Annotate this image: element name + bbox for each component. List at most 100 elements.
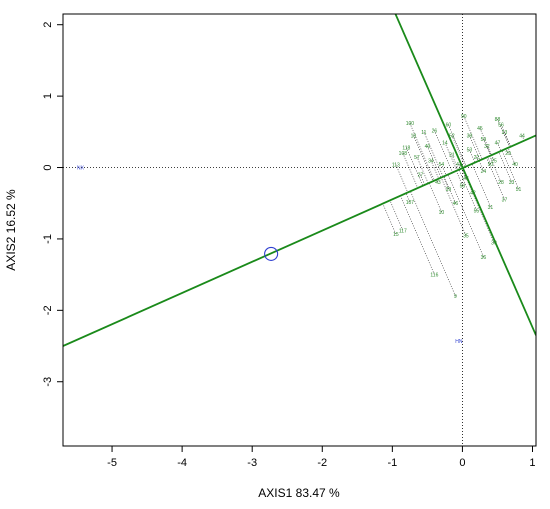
point-label: 21 bbox=[449, 153, 455, 159]
projection-lines bbox=[382, 115, 525, 297]
point-label: 25 bbox=[491, 158, 497, 164]
point-label: 46 bbox=[453, 201, 459, 207]
x-axis-ticks: -5 -4 -3 -2 -1 0 1 bbox=[107, 446, 536, 469]
point-label: 51 bbox=[516, 187, 522, 193]
projection-line bbox=[486, 145, 492, 156]
y-axis-ticks: 2 1 0 -1 -2 -3 bbox=[42, 22, 63, 387]
projection-line bbox=[447, 174, 484, 257]
point-label: 116 bbox=[430, 273, 438, 279]
axis-line-b bbox=[394, 14, 536, 336]
projection-line bbox=[430, 160, 440, 179]
point-label: 9 bbox=[454, 294, 457, 300]
projection-line bbox=[405, 193, 411, 202]
point-label: 11 bbox=[421, 130, 426, 136]
projection-line bbox=[469, 135, 481, 161]
projection-line bbox=[458, 163, 462, 169]
point-label: 42 bbox=[470, 191, 476, 197]
point-label: 10 bbox=[439, 210, 445, 216]
projection-line bbox=[497, 118, 510, 148]
point-label: 18 bbox=[411, 133, 417, 139]
highlight-circle bbox=[264, 246, 279, 261]
projection-line bbox=[406, 147, 424, 186]
point-label: 56 bbox=[498, 123, 504, 129]
point-label: 29 bbox=[505, 151, 511, 157]
projection-line bbox=[451, 154, 459, 171]
projection-line bbox=[420, 174, 426, 186]
plot-frame bbox=[62, 13, 537, 447]
point-label: 55 bbox=[474, 208, 480, 214]
point-label: 59 bbox=[481, 137, 487, 143]
projection-line bbox=[395, 164, 409, 193]
projection-line bbox=[428, 182, 442, 212]
point-label: 54 bbox=[439, 162, 445, 168]
point-label: 23 bbox=[502, 130, 508, 136]
point-label: 33 bbox=[509, 180, 515, 186]
projection-line bbox=[497, 142, 502, 152]
projection-line bbox=[491, 154, 495, 161]
x-tick-label: -4 bbox=[177, 457, 187, 469]
point-label: 44 bbox=[519, 133, 525, 139]
projection-line bbox=[501, 150, 519, 190]
projection-line bbox=[463, 115, 483, 160]
projection-line bbox=[500, 124, 511, 147]
point-label: 24 bbox=[481, 169, 487, 175]
x-axis-title: AXIS1 83.47 % bbox=[258, 486, 340, 500]
projection-line bbox=[448, 124, 467, 167]
y-tick-label: 1 bbox=[42, 93, 54, 99]
projection-line bbox=[507, 147, 516, 165]
projection-line bbox=[441, 163, 447, 176]
point-label: 113 bbox=[392, 163, 400, 169]
y-tick-label: 2 bbox=[42, 22, 54, 28]
point-label: 90 bbox=[461, 114, 467, 120]
projection-line bbox=[483, 138, 491, 156]
point-label: 37 bbox=[502, 198, 508, 204]
point-label: 31 bbox=[488, 205, 494, 211]
point-label: 47 bbox=[495, 141, 501, 147]
y-tick-label: -3 bbox=[42, 377, 54, 387]
projection-line bbox=[389, 200, 404, 231]
point-label: 22 bbox=[474, 155, 480, 161]
point-label: 100 bbox=[406, 121, 415, 127]
projection-line bbox=[498, 151, 512, 182]
point-label: 60 bbox=[446, 123, 452, 129]
x-tick-label: -1 bbox=[387, 457, 397, 469]
axis-line-a bbox=[63, 134, 536, 347]
point-label: 38 bbox=[467, 133, 473, 139]
point-label: 52 bbox=[449, 133, 455, 139]
projection-line bbox=[461, 168, 467, 179]
projection-line bbox=[455, 170, 463, 186]
projection-line bbox=[413, 135, 434, 182]
point-label: 50 bbox=[488, 162, 494, 168]
point-label: 40 bbox=[512, 162, 518, 168]
projection-line bbox=[382, 203, 397, 235]
point-label: 107 bbox=[406, 200, 415, 206]
projection-line bbox=[423, 131, 444, 177]
y-tick-label: -2 bbox=[42, 305, 54, 315]
point-label: 43 bbox=[435, 180, 441, 186]
projection-line bbox=[505, 148, 509, 154]
point-label: 45 bbox=[477, 126, 483, 132]
point-label: 57 bbox=[414, 155, 420, 161]
point-label: 36 bbox=[481, 255, 487, 261]
projection-line bbox=[521, 135, 525, 141]
point-label: 58 bbox=[460, 183, 466, 189]
projection-line bbox=[504, 131, 512, 147]
point-label: 49 bbox=[425, 144, 431, 150]
projection-line bbox=[489, 155, 502, 182]
point-label: 48 bbox=[463, 176, 469, 182]
point-label: 88 bbox=[495, 117, 501, 123]
y-tick-label: -1 bbox=[42, 234, 54, 244]
point-label: 117 bbox=[399, 228, 407, 234]
y-tick-label: 0 bbox=[42, 164, 54, 170]
reference-point-label: HN bbox=[455, 339, 463, 345]
projection-line bbox=[434, 130, 453, 173]
projection-line bbox=[461, 168, 495, 243]
projection-line bbox=[400, 195, 435, 275]
point-label: 53 bbox=[467, 148, 473, 154]
point-label: 108 bbox=[399, 151, 408, 157]
y-axis-title: AXIS2 16.52 % bbox=[4, 189, 18, 271]
x-tick-label: -3 bbox=[247, 457, 257, 469]
projection-line bbox=[410, 191, 456, 297]
